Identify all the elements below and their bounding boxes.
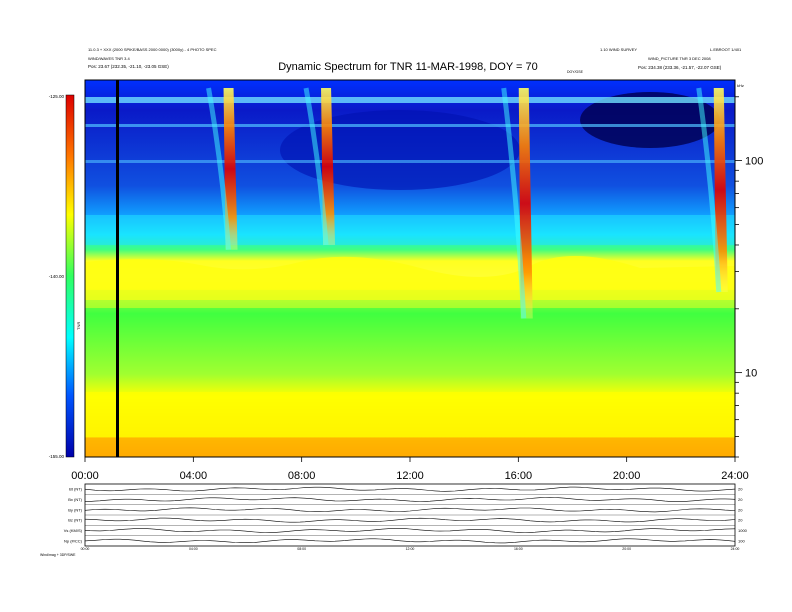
mag-x-tick-label: 16:00 bbox=[514, 547, 523, 551]
mag-x-tick-label: 12:00 bbox=[406, 547, 415, 551]
mag-panel: Bt (NT) 20 Bx (NT) 20 By (NT) 20 Bz (NT) 20 Vs (… bbox=[64, 483, 748, 551]
burst-halo bbox=[696, 87, 722, 293]
colorbar-tick-top: -125.00 bbox=[49, 94, 65, 99]
x-tick-label: 00:00 bbox=[71, 470, 99, 482]
spectrogram bbox=[85, 80, 735, 457]
mag-trace bbox=[84, 528, 736, 533]
interference-line bbox=[85, 97, 735, 103]
cyan-band bbox=[85, 215, 735, 245]
mag-row-label: Bt (NT) bbox=[69, 487, 83, 492]
x-tick-label: 12:00 bbox=[396, 470, 424, 482]
plasma-band-lower bbox=[85, 290, 735, 308]
colorbar-tick-mid: -140.00 bbox=[49, 274, 65, 279]
y-axis-right: 10 100 bbox=[734, 80, 763, 458]
x-axis: 00:00 04:00 08:00 12:00 16:00 20:00 24:00 bbox=[71, 457, 749, 482]
header-right-line2: L.EBROOT 1/401 bbox=[710, 47, 742, 52]
mag-row-scale: 20 bbox=[738, 507, 743, 512]
x-tick-label: 16:00 bbox=[505, 470, 533, 482]
plasma-band bbox=[85, 255, 735, 300]
colorbar-tick-bottom: -155.00 bbox=[49, 454, 65, 459]
bottom-orange-band bbox=[85, 438, 735, 457]
x-tick-label: 24:00 bbox=[721, 470, 749, 482]
mag-x-tick-label: 20:00 bbox=[622, 547, 631, 551]
mag-x-tick-label: 00:00 bbox=[81, 547, 90, 551]
mag-trace bbox=[84, 538, 736, 544]
quiet-region-patch bbox=[580, 92, 720, 148]
mag-row-label: Vs (KM/S) bbox=[64, 528, 83, 533]
quiet-region-mid bbox=[280, 110, 520, 190]
mag-row-label: Bx (NT) bbox=[68, 497, 82, 502]
y-axis-unit: kHz bbox=[737, 83, 744, 88]
interference-line bbox=[85, 160, 735, 163]
mag-trace bbox=[84, 486, 736, 492]
x-tick-label: 20:00 bbox=[613, 470, 641, 482]
mag-row-scale: 20 bbox=[738, 487, 743, 492]
mag-trace bbox=[84, 507, 736, 513]
mag-row-label: Bz (NT) bbox=[68, 518, 82, 523]
mag-trace bbox=[84, 517, 736, 523]
mag-x-tick-label: 08:00 bbox=[297, 547, 306, 551]
mag-row-label: Np (#/CC) bbox=[64, 538, 83, 543]
colorbar-label: TNR bbox=[76, 322, 81, 330]
header-right-line1: 1.10 WIND SURVEY bbox=[600, 47, 637, 52]
burst-halo bbox=[501, 87, 527, 319]
header-left-line3: Pos: 23.67 (232.35, -21.10, -23.05 GSE) bbox=[88, 64, 169, 69]
mag-trace bbox=[85, 497, 736, 502]
mag-footer: Wind/mag + 3DP/SWE bbox=[40, 553, 76, 557]
mag-x-tick-label: 04:00 bbox=[189, 547, 198, 551]
colorbar bbox=[65, 94, 75, 458]
mag-row-scale: 100 bbox=[738, 538, 745, 543]
lower-yellow-band bbox=[85, 392, 735, 437]
header-mid-small: DOY/GSE bbox=[567, 70, 584, 74]
header-left-line1: 11.0.3 + XXX (2000 SPIKE/BASS 2000 0000)… bbox=[88, 47, 217, 52]
header-right-line3: WIND_PICTURE TNR 3 DEC 2008 bbox=[648, 56, 711, 61]
y-tick-label: 100 bbox=[745, 156, 763, 168]
burst-halo bbox=[303, 87, 329, 246]
x-tick-label: 04:00 bbox=[180, 470, 208, 482]
mag-row-scale: 20 bbox=[738, 497, 743, 502]
mag-row-scale: 1000 bbox=[738, 528, 748, 533]
header-right-line4: Pos: 234.38 (233.36, -21.57, -22.07 GSE) bbox=[638, 65, 722, 70]
burst-halo bbox=[206, 87, 232, 250]
mag-x-tick-label: 24:00 bbox=[731, 547, 740, 551]
mag-row-scale: 20 bbox=[738, 518, 743, 523]
header-left-line2: WIND/WAVES TNR 3.4 bbox=[88, 56, 130, 61]
chart-title: Dynamic Spectrum for TNR 11-MAR-1998, DO… bbox=[278, 61, 538, 73]
x-tick-label: 08:00 bbox=[288, 470, 316, 482]
y-tick-label: 10 bbox=[745, 368, 757, 380]
interference-line bbox=[85, 124, 735, 127]
mag-row-label: By (NT) bbox=[68, 507, 82, 512]
